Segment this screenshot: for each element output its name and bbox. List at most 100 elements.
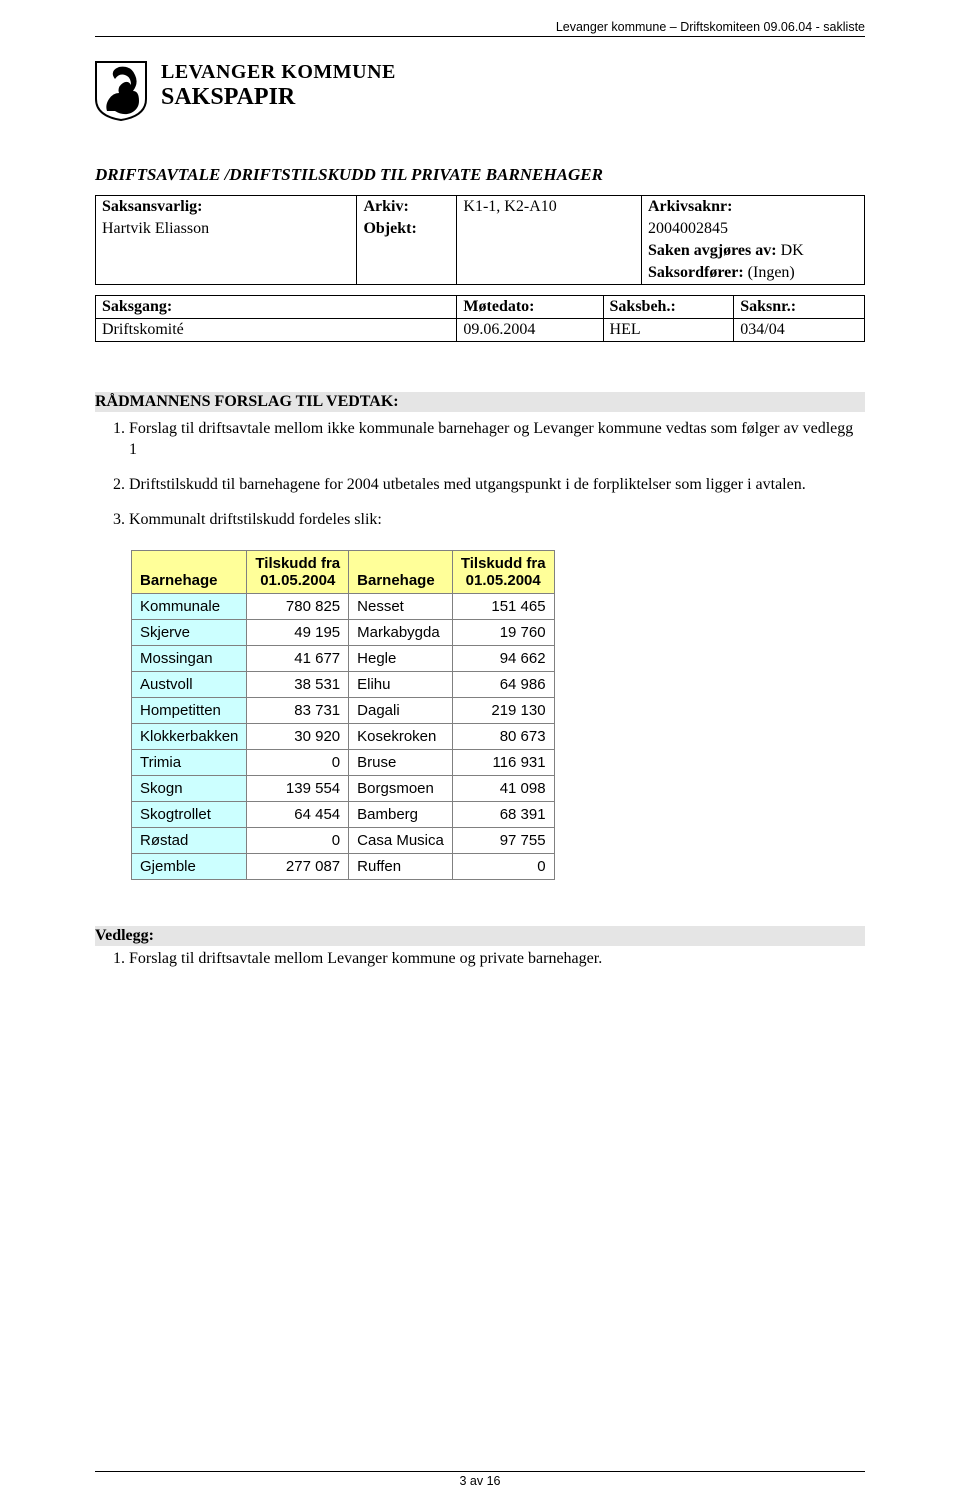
page: Levanger kommune – Driftskomiteen 09.06.… (0, 0, 960, 1510)
th-saksgang: Saksgang: (96, 296, 457, 319)
label-saksansvarlig: Saksansvarlig: (96, 196, 357, 219)
th-barnehage-2: Barnehage (349, 551, 453, 594)
value-arkivsaknr: 2004002845 (641, 218, 864, 240)
cell-value-left: 41 677 (247, 646, 349, 672)
value-arkiv: K1-1, K2-A10 (457, 196, 642, 219)
page-footer: 3 av 16 (0, 1471, 960, 1488)
document-header-text: LEVANGER KOMMUNE SAKSPAPIR (161, 61, 396, 111)
td-saksnr: 034/04 (734, 319, 865, 342)
document-header: LEVANGER KOMMUNE SAKSPAPIR (95, 61, 865, 121)
table-row: Skjerve49 195Markabygda19 760 (132, 620, 555, 646)
cell-name-left: Austvoll (132, 672, 247, 698)
th-tilskudd-line2: 01.05.2004 (260, 572, 335, 589)
cell-name-left: Skogtrollet (132, 802, 247, 828)
table-row: Hompetitten83 731Dagali219 130 (132, 698, 555, 724)
cell-value-left: 277 087 (247, 854, 349, 880)
th-motedato: Møtedato: (457, 296, 603, 319)
cell-name-right: Elihu (349, 672, 453, 698)
cell-name-left: Hompetitten (132, 698, 247, 724)
vedlegg-list: Forslag til driftsavtale mellom Levanger… (95, 950, 865, 968)
cell-value-right: 41 098 (452, 776, 554, 802)
avgjores-cell: Saken avgjøres av: DK (641, 240, 864, 262)
org-name: LEVANGER KOMMUNE (161, 61, 396, 84)
label-avgjores: Saken avgjøres av: (648, 242, 777, 259)
meta-table: Saksansvarlig: Arkiv: K1-1, K2-A10 Arkiv… (95, 195, 865, 285)
table-row: Klokkerbakken30 920Kosekroken80 673 (132, 724, 555, 750)
cell-name-left: Mossingan (132, 646, 247, 672)
cell-value-right: 151 465 (452, 594, 554, 620)
crest-icon (95, 61, 147, 121)
cell-name-right: Casa Musica (349, 828, 453, 854)
th-saksnr: Saksnr.: (734, 296, 865, 319)
cell-value-left: 83 731 (247, 698, 349, 724)
cell-name-left: Skogn (132, 776, 247, 802)
page-header: Levanger kommune – Driftskomiteen 09.06.… (95, 20, 865, 37)
table-row: Austvoll38 531Elihu64 986 (132, 672, 555, 698)
cell-name-left: Gjemble (132, 854, 247, 880)
cell-name-left: Klokkerbakken (132, 724, 247, 750)
saksordf-cell: Saksordfører: (Ingen) (641, 262, 864, 285)
table-row: Mossingan41 677Hegle94 662 (132, 646, 555, 672)
value-saksansvarlig: Hartvik Eliasson (96, 218, 357, 240)
cell-value-right: 0 (452, 854, 554, 880)
cell-name-right: Hegle (349, 646, 453, 672)
table-row: Skogn139 554Borgsmoen41 098 (132, 776, 555, 802)
cell-name-right: Kosekroken (349, 724, 453, 750)
cell-name-left: Røstad (132, 828, 247, 854)
cell-value-left: 30 920 (247, 724, 349, 750)
table-row: Trimia0Bruse116 931 (132, 750, 555, 776)
cell-name-right: Nesset (349, 594, 453, 620)
cell-value-right: 19 760 (452, 620, 554, 646)
td-motedato: 09.06.2004 (457, 319, 603, 342)
cell-name-right: Markabygda (349, 620, 453, 646)
cell-name-right: Borgsmoen (349, 776, 453, 802)
cell-name-left: Skjerve (132, 620, 247, 646)
th-tilskudd-2: Tilskudd fra 01.05.2004 (452, 551, 554, 594)
label-objekt: Objekt: (357, 218, 457, 240)
cell-name-right: Dagali (349, 698, 453, 724)
forslag-item: Driftstilskudd til barnehagene for 2004 … (129, 474, 865, 495)
th-tilskudd-line1b: Tilskudd fra (461, 555, 546, 572)
label-arkivsaknr: Arkivsaknr: (641, 196, 864, 219)
case-title: DRIFTSAVTALE /DRIFTSTILSKUDD TIL PRIVATE… (95, 165, 865, 185)
forslag-list: Forslag til driftsavtale mellom ikke kom… (95, 418, 865, 530)
cell-value-right: 116 931 (452, 750, 554, 776)
td-saksgang: Driftskomité (96, 319, 457, 342)
cell-value-right: 68 391 (452, 802, 554, 828)
tilskudd-wrap: Barnehage Tilskudd fra 01.05.2004 Barneh… (95, 550, 865, 880)
forslag-item: Kommunalt driftstilskudd fordeles slik: (129, 509, 865, 530)
cell-value-right: 94 662 (452, 646, 554, 672)
td-saksbeh: HEL (603, 319, 734, 342)
th-barnehage-1: Barnehage (132, 551, 247, 594)
cell-value-left: 139 554 (247, 776, 349, 802)
doc-type: SAKSPAPIR (161, 84, 396, 111)
th-tilskudd-line2b: 01.05.2004 (466, 572, 541, 589)
cell-name-right: Bamberg (349, 802, 453, 828)
th-saksbeh: Saksbeh.: (603, 296, 734, 319)
table-row: Kommunale780 825Nesset151 465 (132, 594, 555, 620)
forslag-heading: RÅDMANNENS FORSLAG TIL VEDTAK: (95, 392, 865, 412)
th-tilskudd-line1: Tilskudd fra (255, 555, 340, 572)
cell-value-right: 219 130 (452, 698, 554, 724)
tilskudd-table: Barnehage Tilskudd fra 01.05.2004 Barneh… (131, 550, 555, 880)
cell-value-left: 780 825 (247, 594, 349, 620)
vedlegg-item: Forslag til driftsavtale mellom Levanger… (129, 950, 865, 968)
value-avgjores: DK (781, 242, 804, 259)
cell-value-left: 0 (247, 828, 349, 854)
th-tilskudd-1: Tilskudd fra 01.05.2004 (247, 551, 349, 594)
cell-value-left: 38 531 (247, 672, 349, 698)
vedlegg-heading: Vedlegg: (95, 926, 865, 946)
saksgang-table: Saksgang: Møtedato: Saksbeh.: Saksnr.: D… (95, 295, 865, 342)
value-saksordf: (Ingen) (748, 264, 795, 281)
page-number: 3 av 16 (459, 1474, 500, 1488)
cell-name-right: Bruse (349, 750, 453, 776)
cell-value-right: 64 986 (452, 672, 554, 698)
table-row: Gjemble277 087Ruffen0 (132, 854, 555, 880)
forslag-item: Forslag til driftsavtale mellom ikke kom… (129, 418, 865, 460)
cell-value-left: 0 (247, 750, 349, 776)
cell-value-right: 80 673 (452, 724, 554, 750)
cell-name-left: Kommunale (132, 594, 247, 620)
table-row: Røstad0Casa Musica97 755 (132, 828, 555, 854)
cell-value-left: 64 454 (247, 802, 349, 828)
cell-name-left: Trimia (132, 750, 247, 776)
